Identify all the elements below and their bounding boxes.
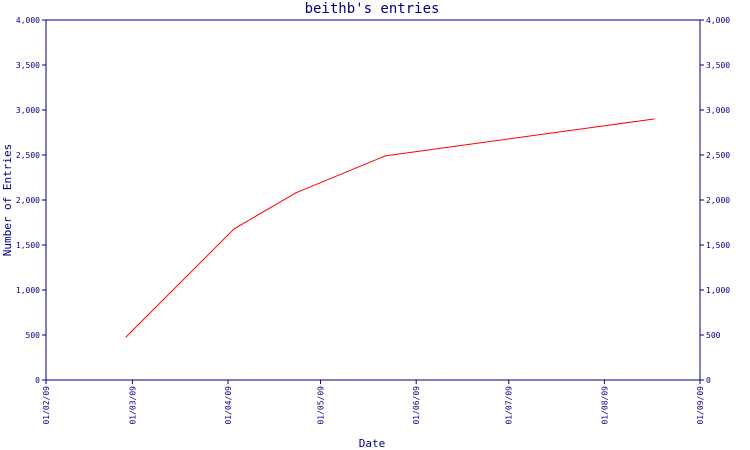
- y-tick-label-right: 500: [706, 331, 721, 340]
- x-tick-label: 01/07/09: [505, 386, 514, 425]
- series-line: [125, 118, 654, 338]
- data-point: [295, 192, 297, 194]
- y-tick-label-left: 1,500: [16, 241, 40, 250]
- x-tick-label: 01/06/09: [412, 386, 421, 425]
- y-tick-label-left: 3,500: [16, 61, 40, 70]
- y-ticks-left: 0 500 1,000 1,500 2,000 2,500 3,000 3,500 4,000: [16, 16, 46, 385]
- y-tick-label-left: 0: [35, 376, 40, 385]
- x-tick-label: 01/08/09: [600, 386, 609, 425]
- x-tick-label: 01/04/09: [224, 386, 233, 425]
- y-tick-label-left: 4,000: [16, 16, 40, 25]
- y-axis-label: Number of Entries: [1, 144, 14, 257]
- y-tick-label-right: 3,000: [706, 106, 730, 115]
- y-tick-label-left: 1,000: [16, 286, 40, 295]
- y-ticks-right: 0 500 1,000 1,500 2,000 2,500 3,000 3,500 4,000: [700, 16, 730, 385]
- y-tick-label-right: 3,500: [706, 61, 730, 70]
- y-tick-label-right: 4,000: [706, 16, 730, 25]
- y-tick-label-left: 2,000: [16, 196, 40, 205]
- x-ticks: 01/02/09 01/03/09 01/04/09 01/05/09 01/06/09…: [42, 380, 705, 425]
- axes: [45, 19, 701, 381]
- y-tick-label-left: 2,500: [16, 151, 40, 160]
- y-tick-label-left: 3,000: [16, 106, 40, 115]
- chart-title: beithb's entries: [305, 1, 440, 17]
- x-tick-label: 01/03/09: [128, 386, 137, 425]
- y-tick-label-left: 500: [26, 331, 41, 340]
- plot-frame: [45, 19, 701, 381]
- x-axis-label: Date: [359, 437, 386, 450]
- y-tick-label-right: 2,000: [706, 196, 730, 205]
- x-tick-label: 01/02/09: [42, 386, 51, 425]
- data-point: [384, 155, 386, 157]
- y-tick-label-right: 2,500: [706, 151, 730, 160]
- y-tick-label-right: 0: [706, 376, 711, 385]
- x-tick-label: 01/05/09: [317, 386, 326, 425]
- data-point: [125, 336, 127, 338]
- x-tick-label: 01/09/09: [696, 386, 705, 425]
- y-tick-label-right: 1,500: [706, 241, 730, 250]
- data-point: [653, 118, 655, 120]
- y-tick-label-right: 1,000: [706, 286, 730, 295]
- data-point: [233, 228, 235, 230]
- series-group: [125, 118, 655, 338]
